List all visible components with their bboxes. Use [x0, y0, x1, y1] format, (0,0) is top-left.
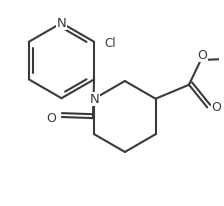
Text: O: O: [47, 111, 56, 124]
Text: N: N: [89, 93, 99, 106]
Text: O: O: [211, 100, 221, 113]
Text: O: O: [198, 49, 207, 62]
Text: N: N: [57, 17, 66, 30]
Text: Cl: Cl: [104, 37, 116, 50]
